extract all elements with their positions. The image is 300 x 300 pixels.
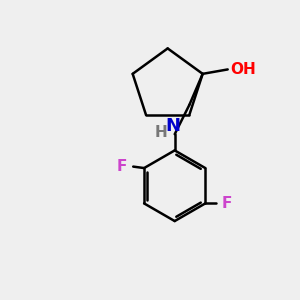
Text: OH: OH	[230, 62, 256, 77]
Text: H: H	[154, 125, 167, 140]
Text: F: F	[222, 196, 232, 211]
Text: N: N	[166, 117, 181, 135]
Text: F: F	[117, 159, 127, 174]
